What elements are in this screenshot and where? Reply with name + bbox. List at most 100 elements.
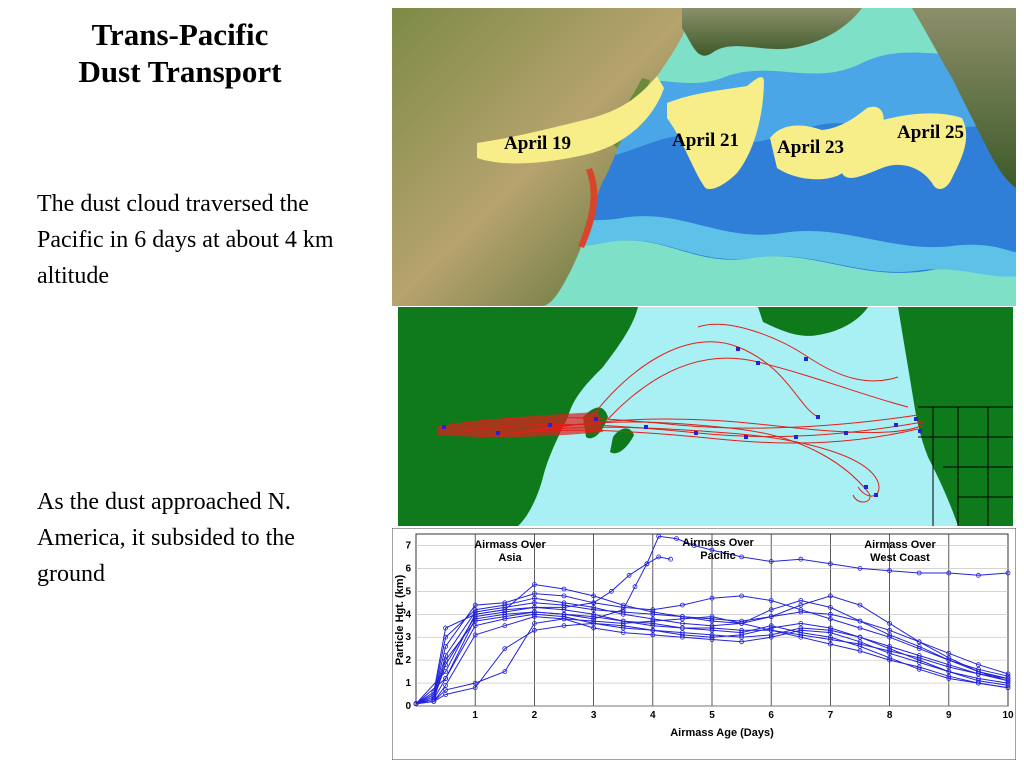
trajectory-map: [398, 307, 1013, 526]
dust-plume-april-19: [477, 76, 664, 164]
data-point: [827, 593, 833, 599]
us-state-borders: [918, 406, 1013, 526]
data-point: [709, 632, 715, 638]
x-axis-label: Airmass Age (Days): [670, 727, 774, 739]
data-point: [591, 616, 597, 622]
data-point: [709, 625, 715, 631]
data-point: [1005, 680, 1011, 686]
data-point: [798, 598, 804, 603]
data-point: [709, 637, 715, 642]
data-point: [709, 547, 715, 553]
x-tick-label: 6: [768, 710, 774, 721]
annotation-pacific-line1: Airmass Over: [682, 537, 754, 549]
slide-title: Trans-Pacific Dust Transport: [20, 16, 340, 90]
data-point: [798, 625, 804, 631]
data-point: [656, 554, 662, 560]
y-tick-label: 6: [405, 563, 411, 574]
data-point: [472, 685, 478, 691]
data-point: [561, 611, 567, 617]
x-tick-label: 7: [828, 710, 834, 721]
satellite-dust-map: April 19 April 21 April 23 April 25: [392, 8, 1016, 306]
data-point: [798, 621, 804, 626]
data-point: [431, 698, 437, 704]
trajectory-height-line-2: [415, 597, 1009, 705]
data-point: [679, 634, 685, 640]
data-point: [976, 572, 981, 578]
data-point: [443, 676, 448, 681]
paragraph-dust-subsided: As the dust approached N. America, it su…: [37, 489, 295, 587]
data-point: [443, 662, 448, 668]
data-point: [644, 561, 650, 567]
data-point: [679, 614, 685, 619]
data-point: [679, 625, 685, 631]
data-point: [591, 625, 597, 631]
trajectory-height-line-4: [415, 593, 1009, 705]
data-point: [502, 607, 508, 613]
data-point: [768, 598, 774, 603]
data-point: [1005, 570, 1011, 576]
annotation-westcoast-line1: Airmass Over: [864, 539, 936, 551]
data-point: [768, 627, 774, 633]
data-point: [827, 616, 833, 622]
data-point: [916, 659, 922, 665]
data-point: [916, 646, 922, 652]
data-point: [857, 625, 863, 631]
data-point: [768, 559, 774, 564]
y-tick-label: 7: [405, 540, 411, 551]
data-point: [887, 644, 893, 649]
data-point: [887, 657, 893, 663]
data-point: [739, 593, 745, 599]
data-point: [916, 639, 922, 645]
trajectory-height-line-5: [415, 616, 1009, 705]
data-point: [472, 680, 478, 686]
data-point: [709, 595, 715, 601]
data-point: [857, 634, 863, 640]
data-point: [739, 627, 745, 633]
data-point: [1005, 685, 1011, 691]
x-tick-label: 8: [887, 710, 893, 721]
data-point: [976, 680, 981, 686]
annotation-asia-line1: Airmass Over: [474, 539, 546, 551]
data-point: [561, 586, 567, 592]
data-point: [739, 618, 745, 624]
data-point: [443, 682, 448, 688]
data-point: [768, 607, 774, 613]
data-point: [650, 623, 656, 629]
data-point: [887, 634, 893, 640]
data-point: [650, 632, 656, 638]
data-point: [916, 653, 922, 658]
data-point: [502, 623, 508, 629]
data-point: [827, 637, 833, 642]
data-point: [531, 627, 537, 633]
data-point: [946, 662, 952, 668]
data-point: [620, 623, 626, 629]
data-point: [887, 621, 893, 626]
data-point: [620, 630, 626, 635]
trajectory-height-line-10: [415, 622, 1009, 705]
data-point: [857, 641, 863, 647]
data-point: [827, 627, 833, 633]
data-point: [768, 614, 774, 619]
x-tick-label: 1: [472, 710, 478, 721]
data-point: [443, 625, 448, 631]
dust-plume-april-21: [667, 77, 764, 190]
data-point: [561, 623, 567, 629]
x-tick-label: 5: [709, 710, 715, 721]
label-april-23: April 23: [777, 137, 844, 158]
title-line-1: Trans-Pacific: [91, 17, 269, 52]
data-point: [472, 632, 478, 638]
x-tick-label: 4: [650, 710, 656, 721]
data-point: [857, 618, 863, 624]
data-point: [857, 602, 863, 608]
data-point: [443, 669, 448, 675]
data-point: [591, 600, 597, 606]
y-tick-label: 2: [405, 655, 411, 666]
data-point: [946, 655, 952, 661]
y-axis-label: Particle Hgt. (km): [394, 574, 406, 665]
data-point: [502, 669, 508, 675]
data-point: [472, 623, 478, 629]
y-tick-label: 5: [405, 586, 411, 597]
data-point: [443, 692, 448, 697]
data-point: [502, 600, 508, 606]
data-point: [679, 602, 685, 608]
